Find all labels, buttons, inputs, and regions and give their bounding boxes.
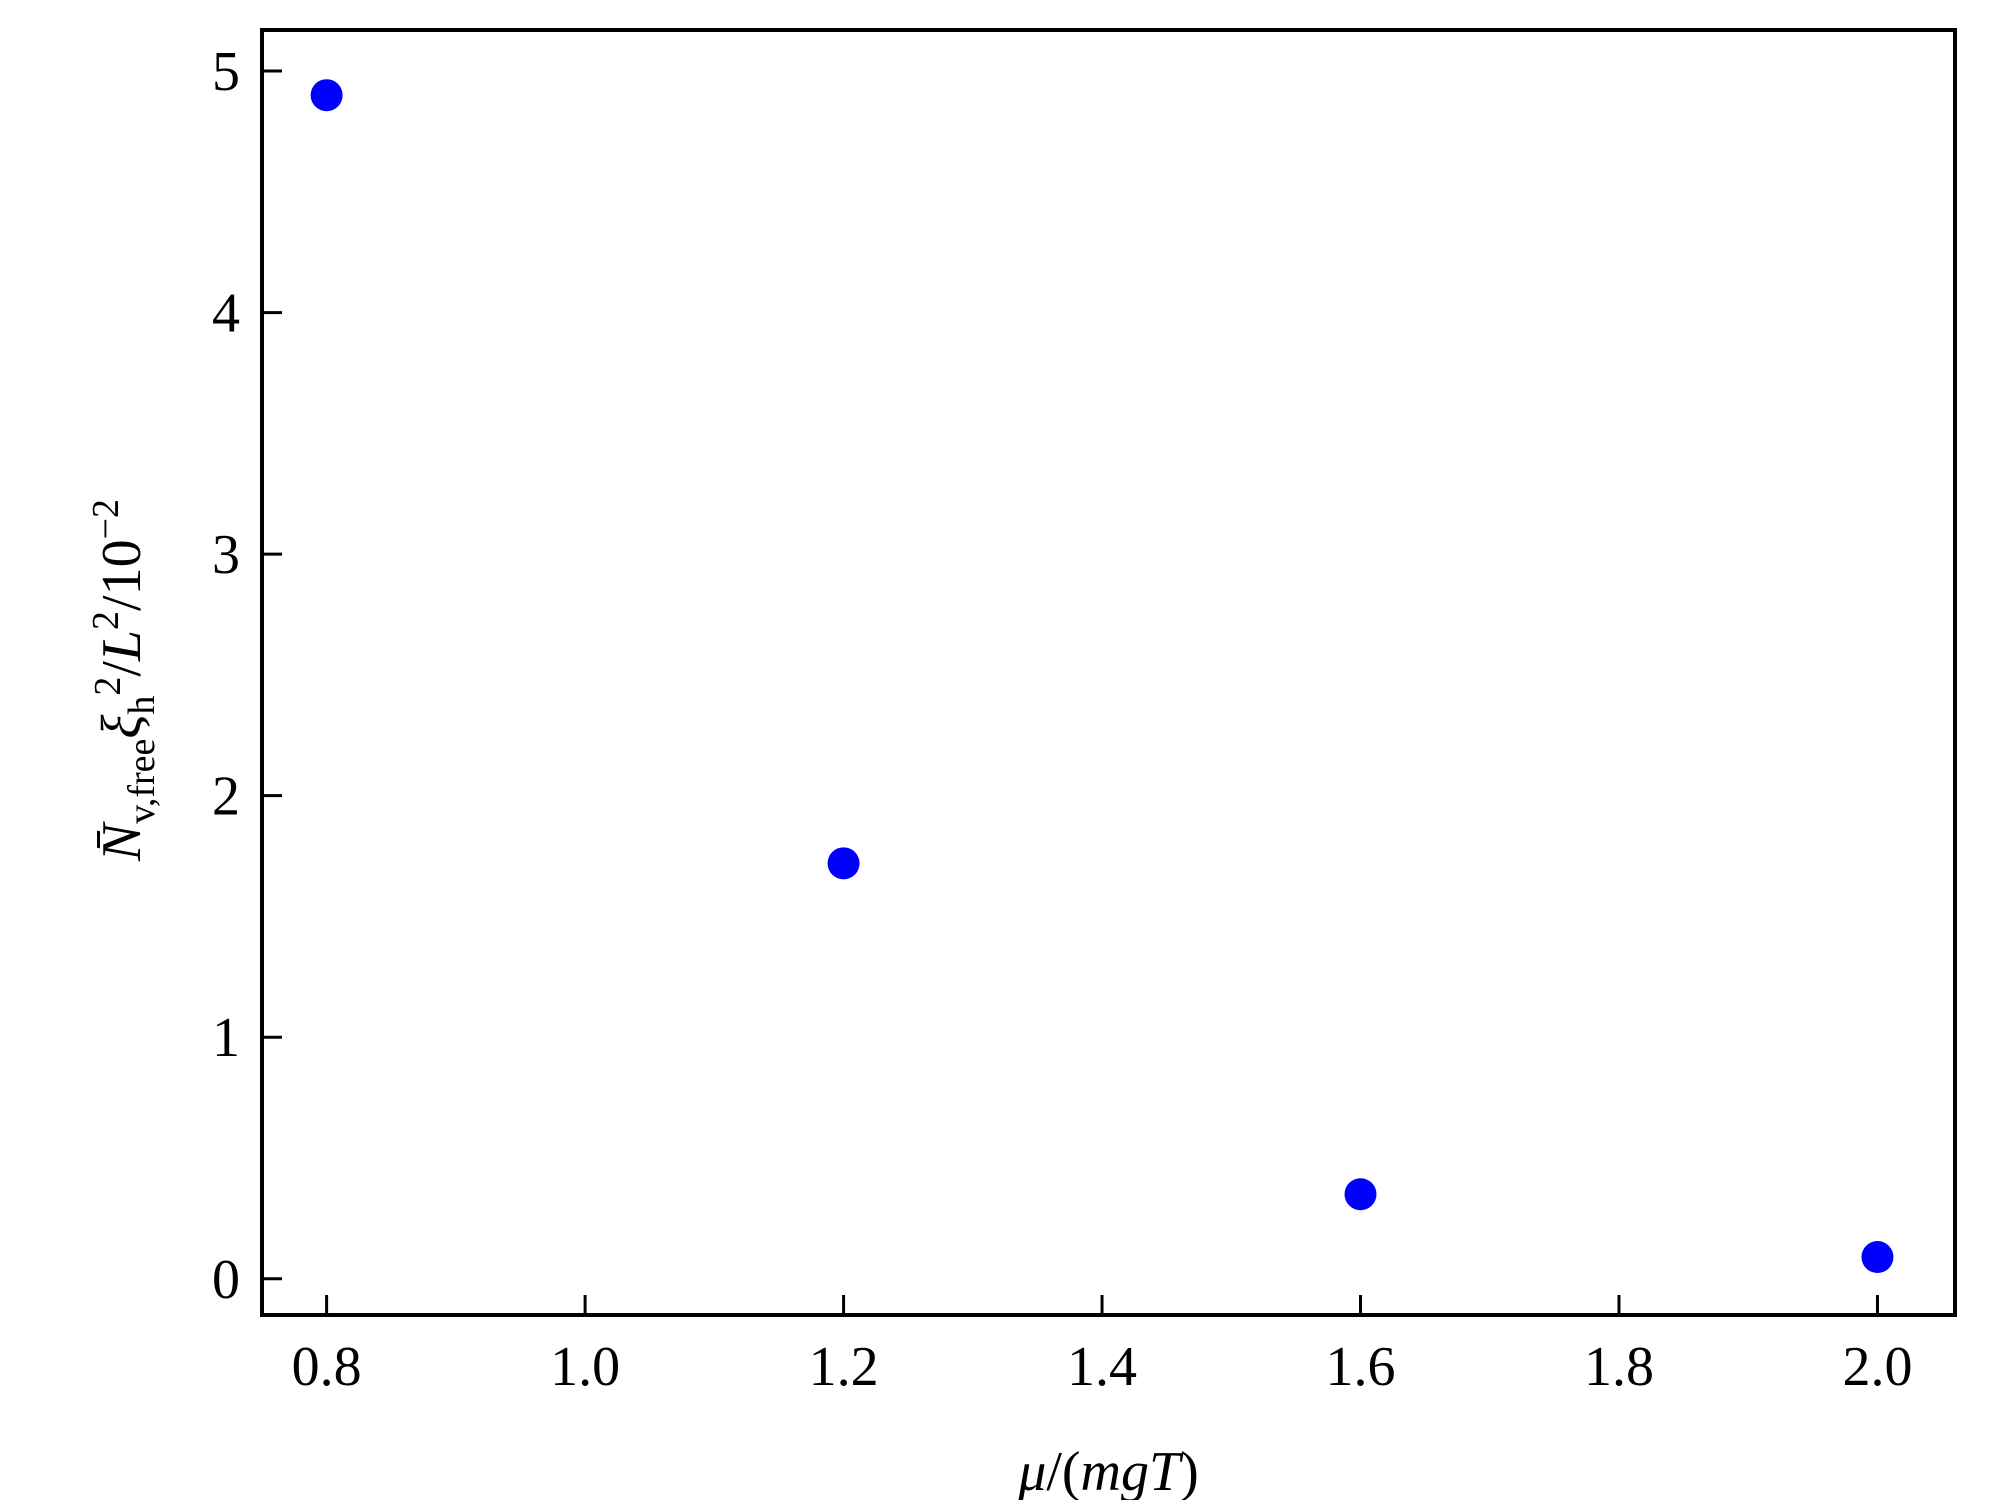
y-tick-label: 2	[212, 766, 240, 828]
y-tick-label: 0	[212, 1249, 240, 1311]
y-tick-label: 4	[212, 283, 240, 345]
y-axis-label: N̄v,freeξh2/L2/10−2	[85, 499, 163, 862]
x-tick-label: 0.8	[292, 1336, 362, 1398]
plot-frame	[260, 28, 1957, 1317]
data-point	[310, 79, 343, 112]
data-points	[310, 79, 1894, 1274]
x-tick-label: 2.0	[1842, 1336, 1912, 1398]
data-point	[1861, 1241, 1894, 1274]
y-tick-label: 1	[212, 1007, 240, 1069]
y-axis-label-text: N̄v,freeξh2/L2/10−2	[85, 499, 163, 862]
x-tick-label: 1.2	[809, 1336, 879, 1398]
x-tick-label: 1.6	[1326, 1336, 1396, 1398]
axis-ticks: 0.8 1.0 1.2 1.4 1.6 1.8 2.0 0 1 2 3 4 5	[212, 41, 1912, 1398]
x-tick-label: 1.0	[550, 1336, 620, 1398]
x-axis-label: μ/(mgT)	[1017, 1441, 1199, 1500]
y-tick-label: 5	[212, 41, 240, 103]
data-point	[1344, 1178, 1377, 1211]
x-tick-label: 1.8	[1584, 1336, 1654, 1398]
y-tick-label: 3	[212, 524, 240, 586]
data-point	[827, 847, 860, 880]
x-tick-label: 1.4	[1067, 1336, 1137, 1398]
